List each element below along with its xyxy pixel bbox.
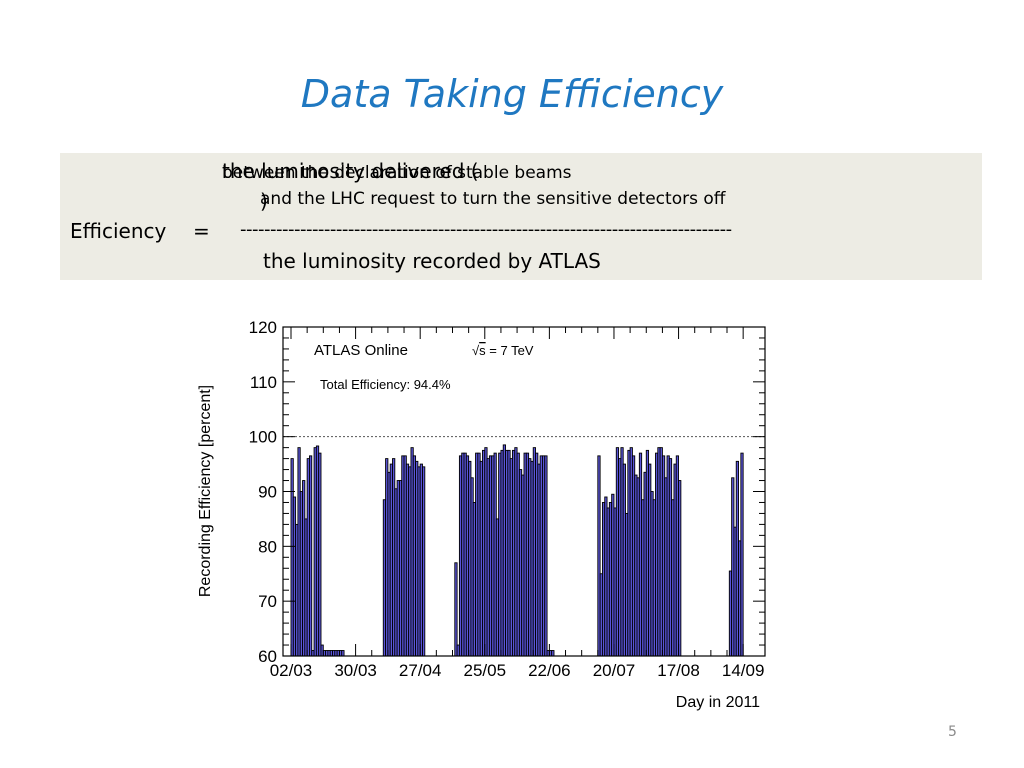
y-tick-labels: 60 70 80 90 100 110 120 xyxy=(249,318,277,666)
formula-denominator: the luminosity recorded by ATLAS xyxy=(263,249,601,273)
numerator-main: the luminosity delivered ( xyxy=(222,159,479,183)
bar xyxy=(678,480,682,657)
x-tick-label: 22/06 xyxy=(528,661,571,680)
x-tick-label: 17/08 xyxy=(657,661,700,680)
numerator-paren2: and the LHC request to turn the sensitiv… xyxy=(260,189,726,209)
bar-series xyxy=(290,444,744,657)
y-tick-label: 110 xyxy=(250,373,277,392)
x-tick-label: 20/07 xyxy=(593,661,636,680)
x-tick-label: 30/03 xyxy=(334,661,377,680)
bar xyxy=(318,452,322,657)
x-tick-label: 02/03 xyxy=(270,661,313,680)
y-tick-label: 60 xyxy=(258,647,277,666)
bar xyxy=(454,562,458,657)
axis-ticks xyxy=(283,326,765,657)
chart-annotation: Total Efficiency: 94.4% xyxy=(320,377,451,392)
formula-equals: = xyxy=(193,219,210,243)
y-tick-label: 70 xyxy=(258,592,277,611)
chart-title: ATLAS Online xyxy=(314,342,408,359)
bar xyxy=(740,452,744,657)
formula-lhs: Efficiency xyxy=(70,219,167,243)
x-axis-label: Day in 2011 xyxy=(676,694,760,711)
y-tick-label: 100 xyxy=(249,428,277,447)
y-tick-label: 120 xyxy=(249,318,277,337)
formula-numerator-line1: the luminosity delivered (between the de… xyxy=(222,159,572,183)
energy-value: = 7 TeV xyxy=(486,343,534,358)
x-tick-label: 25/05 xyxy=(464,661,507,680)
bar xyxy=(551,650,555,657)
bar xyxy=(422,466,426,657)
y-axis-label: Recording Efficiency [percent] xyxy=(197,385,214,597)
formula-fraction-bar: ----------------------------------------… xyxy=(240,219,732,240)
x-tick-label: 27/04 xyxy=(399,661,442,680)
numerator-close: ) xyxy=(260,189,268,213)
energy-s: s xyxy=(479,343,486,358)
bar xyxy=(341,650,345,657)
x-tick-labels: 02/03 30/03 27/04 25/05 22/06 20/07 17/08 14/09 xyxy=(270,661,765,680)
sqrt-symbol: √ xyxy=(472,343,480,358)
bar xyxy=(309,455,313,657)
formula-box: the luminosity delivered (between the de… xyxy=(60,153,982,280)
slide-title: Data Taking Efficiency xyxy=(300,72,724,116)
y-tick-label: 90 xyxy=(258,483,277,502)
efficiency-chart: 60 70 80 90 100 110 120 02/03 30/03 27/04 25/05 22… xyxy=(197,318,766,711)
formula-numerator-line2: and the LHC request to turn the sensitiv… xyxy=(260,189,725,213)
x-tick-label: 14/09 xyxy=(722,661,765,680)
numerator-paren1: between the declaration of stable beams xyxy=(222,163,572,183)
bar xyxy=(544,455,548,657)
page-number: 5 xyxy=(948,724,957,740)
chart-energy-label: √s = 7 TeV xyxy=(472,343,534,358)
y-tick-label: 80 xyxy=(258,537,277,556)
